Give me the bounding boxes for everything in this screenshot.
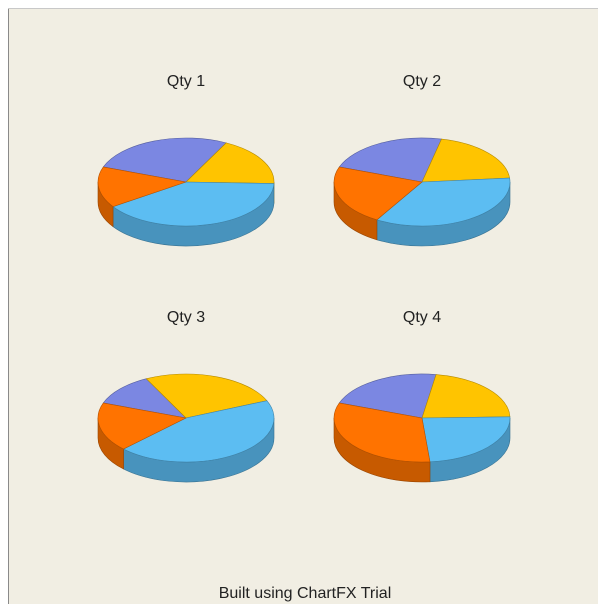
pie-slice [421, 416, 511, 463]
pie-slice [376, 177, 511, 227]
pie-slice [333, 402, 431, 463]
pie-slice [122, 400, 275, 463]
pie-slice [97, 166, 187, 207]
pie-slice [421, 138, 510, 183]
pie-title: Qty 1 [167, 73, 205, 90]
pie-slice [97, 402, 187, 450]
pie-slice [421, 374, 511, 419]
pie-title: Qty 2 [403, 73, 441, 90]
pie-slice [338, 373, 437, 419]
footer: Built using ChartFX Trial [219, 585, 392, 602]
pie-slice [102, 137, 227, 183]
pie-slice [333, 166, 423, 221]
pie-slice [338, 137, 442, 183]
pie-slice [185, 142, 275, 184]
pie-title: Qty 3 [167, 309, 205, 326]
pie-title: Qty 4 [403, 309, 441, 326]
pie-slice [102, 378, 187, 419]
panel [8, 8, 598, 604]
pie-slice [112, 181, 275, 227]
